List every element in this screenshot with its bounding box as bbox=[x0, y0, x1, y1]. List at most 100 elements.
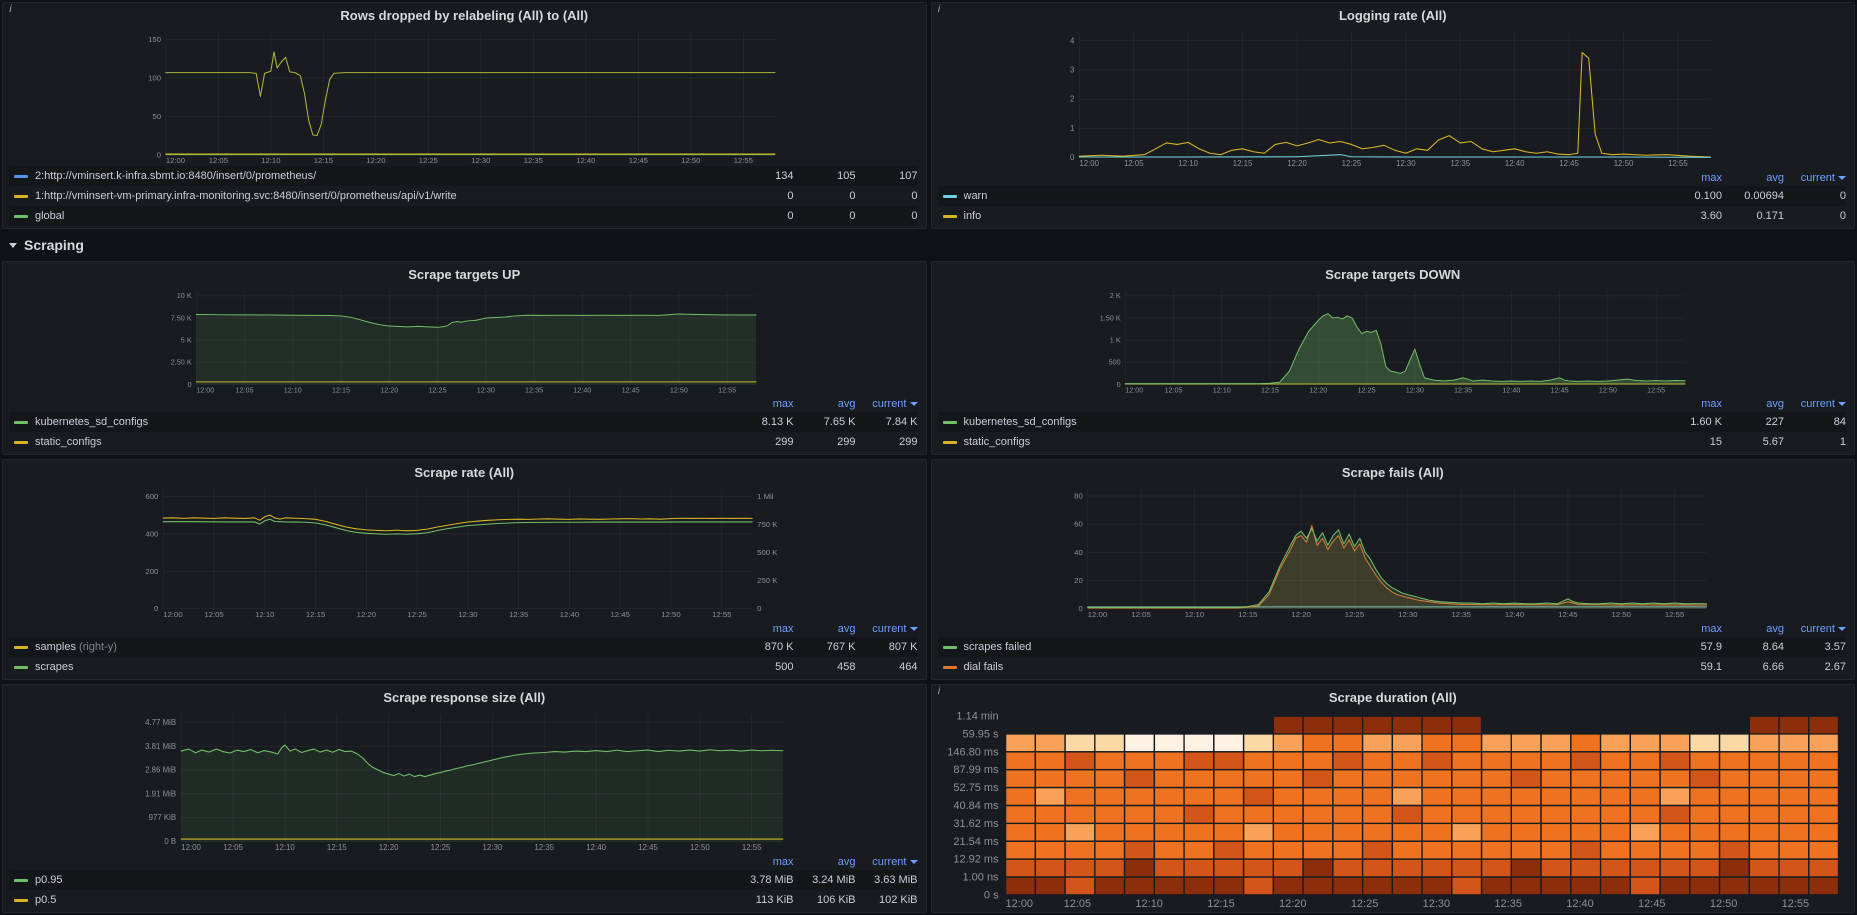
axis-label: 0 bbox=[188, 380, 192, 389]
legend-item[interactable]: p0.95 3.78 MiB 3.24 MiB 3.63 MiB bbox=[9, 870, 918, 890]
panel-header[interactable]: Scrape response size (All) bbox=[3, 685, 926, 709]
heatmap-cell bbox=[1154, 824, 1183, 841]
heatmap-cell bbox=[1362, 716, 1392, 734]
heatmap-cell bbox=[1511, 752, 1540, 769]
heatmap-cell bbox=[1809, 806, 1838, 823]
heatmap-chart[interactable]: 1.14 min 59.95 s 146.80 ms 87.99 ms 52.75 ms… bbox=[936, 709, 1847, 911]
section-scraping[interactable]: Scraping bbox=[2, 233, 1855, 257]
legend-sort-max[interactable]: max bbox=[1701, 622, 1722, 635]
series-line bbox=[162, 518, 753, 535]
time-series-chart[interactable]: 80 60 40 20 0 12:00 12:05 12:10 12:15 12:20 12:25 1… bbox=[936, 484, 1847, 620]
legend-item[interactable]: warn 0.100 0.00694 0 bbox=[937, 186, 1846, 206]
heatmap-cell bbox=[1719, 734, 1749, 752]
legend-item[interactable]: samples (right-y) 870 K 767 K 807 K bbox=[9, 637, 918, 657]
legend-sort-current[interactable]: current bbox=[1784, 172, 1846, 184]
legend-sort-max[interactable]: max bbox=[772, 397, 794, 410]
series-name[interactable]: warn bbox=[963, 190, 988, 202]
heatmap-cell bbox=[1600, 752, 1630, 769]
series-name[interactable]: p0.5 bbox=[35, 894, 57, 906]
legend-sort-avg[interactable]: avg bbox=[837, 397, 856, 410]
panel-header[interactable]: Scrape duration (All) bbox=[932, 685, 1855, 709]
axis-label: 12:55 bbox=[734, 156, 753, 165]
axis-label: 40.84 ms bbox=[953, 800, 999, 812]
legend-sort-max[interactable]: max bbox=[772, 622, 794, 635]
heatmap-cell bbox=[1630, 752, 1659, 769]
heatmap-cell bbox=[1154, 841, 1183, 859]
axis-label: 12:00 bbox=[196, 385, 214, 394]
legend-sort-avg[interactable]: avg bbox=[837, 855, 856, 868]
axis-label: 150 bbox=[148, 35, 161, 44]
legend-item[interactable]: kubernetes_sd_configs 1.60 K 227 84 bbox=[937, 412, 1846, 432]
axis-label: 12:20 bbox=[366, 156, 385, 165]
legend-item[interactable]: 2:http://vminsert.k-infra.sbmt.io:8480/i… bbox=[9, 166, 918, 186]
legend-sort-current[interactable]: current bbox=[856, 856, 918, 868]
axis-label: 12:25 bbox=[1341, 159, 1361, 168]
time-series-chart[interactable]: 4.77 MiB 3.81 MiB 2.86 MiB 1.91 MiB 977 KiB 0… bbox=[7, 709, 918, 853]
series-name[interactable]: global bbox=[35, 210, 65, 222]
heatmap-cell bbox=[1035, 770, 1064, 787]
legend-item[interactable]: scrapes 500 458 464 bbox=[9, 657, 918, 677]
legend-sort-max[interactable]: max bbox=[1701, 171, 1722, 184]
legend-sort-avg[interactable]: avg bbox=[1766, 622, 1784, 635]
legend-sort-current[interactable]: current bbox=[1784, 398, 1846, 410]
series-color-icon bbox=[942, 194, 957, 198]
heatmap-cell bbox=[1571, 841, 1600, 859]
series-name[interactable]: scrapes bbox=[35, 661, 74, 673]
legend-item[interactable]: static_configs 299 299 299 bbox=[9, 432, 918, 452]
legend-item[interactable]: kubernetes_sd_configs 8.13 K 7.65 K 7.84 K bbox=[9, 412, 918, 432]
series-name[interactable]: scrapes failed bbox=[963, 641, 1032, 653]
heatmap-cell bbox=[1719, 788, 1749, 805]
legend-sort-avg[interactable]: avg bbox=[1766, 171, 1784, 184]
series-name[interactable]: static_configs bbox=[963, 436, 1031, 448]
panel-header[interactable]: Rows dropped by relabeling (All) to (All… bbox=[3, 3, 926, 27]
legend-sort-max[interactable]: max bbox=[1701, 397, 1722, 410]
axis-label: 12:50 bbox=[1611, 610, 1630, 619]
series-name[interactable]: samples (right-y) bbox=[35, 641, 117, 653]
axis-label: 12:10 bbox=[275, 843, 295, 852]
legend-sort-current[interactable]: current bbox=[856, 623, 918, 635]
legend-sort-avg[interactable]: avg bbox=[1766, 397, 1784, 410]
legend-item[interactable]: scrapes failed 57.9 8.64 3.57 bbox=[937, 637, 1846, 657]
series-name[interactable]: p0.95 bbox=[35, 874, 63, 886]
series-name[interactable]: kubernetes_sd_configs bbox=[963, 416, 1077, 428]
panel-header[interactable]: Scrape fails (All) bbox=[932, 460, 1855, 484]
heatmap-cell bbox=[1273, 716, 1302, 734]
info-icon[interactable]: i bbox=[9, 4, 12, 15]
panel-header[interactable]: Scrape rate (All) bbox=[3, 460, 926, 484]
legend-sort-max[interactable]: max bbox=[772, 855, 794, 868]
heatmap-cell bbox=[1809, 770, 1838, 787]
legend-sort-avg[interactable]: avg bbox=[837, 622, 856, 635]
series-name[interactable]: dial fails bbox=[963, 661, 1004, 673]
time-series-chart[interactable]: 10 K 7.50 K 5 K 2.50 K 0 12:00 12:05 12:10 12:15… bbox=[7, 286, 918, 395]
time-series-chart[interactable]: 150 100 50 0 12:00 12:05 12:10 12:15 12:20 12:25 1… bbox=[7, 27, 918, 166]
heatmap-cell bbox=[1154, 877, 1183, 895]
legend-item[interactable]: dial fails 59.1 6.66 2.67 bbox=[938, 657, 1846, 677]
time-series-chart[interactable]: 600 400 200 0 1 Mil 750 K 500 K 250 K 0 12:00 12:0… bbox=[7, 484, 918, 620]
heatmap-cell bbox=[1303, 859, 1332, 877]
series-name[interactable]: kubernetes_sd_configs bbox=[35, 416, 149, 428]
panel-header[interactable]: Scrape targets UP bbox=[3, 262, 926, 286]
series-name[interactable]: info bbox=[963, 210, 982, 222]
legend-sort-current[interactable]: current bbox=[1784, 623, 1846, 635]
legend-item[interactable]: static_configs 15 5.67 1 bbox=[938, 432, 1846, 452]
axis-label: 12:50 bbox=[1613, 159, 1633, 168]
panel-header[interactable]: Scrape targets DOWN bbox=[932, 262, 1855, 286]
legend-item[interactable]: global 0 0 0 bbox=[9, 206, 918, 226]
series-name[interactable]: static_configs bbox=[35, 436, 102, 448]
series-name[interactable]: 2:http://vminsert.k-infra.sbmt.io:8480/i… bbox=[35, 170, 317, 182]
series-name[interactable]: 1:http://vminsert-vm-primary.infra-monit… bbox=[35, 190, 457, 202]
info-icon[interactable]: i bbox=[937, 4, 941, 15]
axis-label: 12:50 bbox=[661, 610, 680, 619]
time-series-chart[interactable]: 4 3 2 1 0 12:00 12:05 12:10 12:15 12:20 12:25 12:30… bbox=[936, 27, 1847, 169]
legend-item[interactable]: 1:http://vminsert-vm-primary.infra-monit… bbox=[9, 186, 918, 206]
legend-item[interactable]: p0.5 113 KiB 106 KiB 102 KiB bbox=[9, 890, 918, 910]
legend-item[interactable]: info 3.60 0.171 0 bbox=[938, 206, 1846, 226]
heatmap-cell bbox=[1689, 806, 1719, 823]
heatmap-cell bbox=[1511, 859, 1540, 877]
legend-sort-current[interactable]: current bbox=[856, 398, 918, 410]
axis-label: 12:15 bbox=[332, 385, 350, 394]
info-icon[interactable]: i bbox=[937, 686, 941, 697]
panel-header[interactable]: Logging rate (All) bbox=[932, 3, 1855, 27]
heatmap-cell bbox=[1481, 877, 1511, 895]
time-series-chart[interactable]: 2 K 1.50 K 1 K 500 0 12:00 12:05 12:10 12:15 12:2… bbox=[936, 286, 1847, 395]
